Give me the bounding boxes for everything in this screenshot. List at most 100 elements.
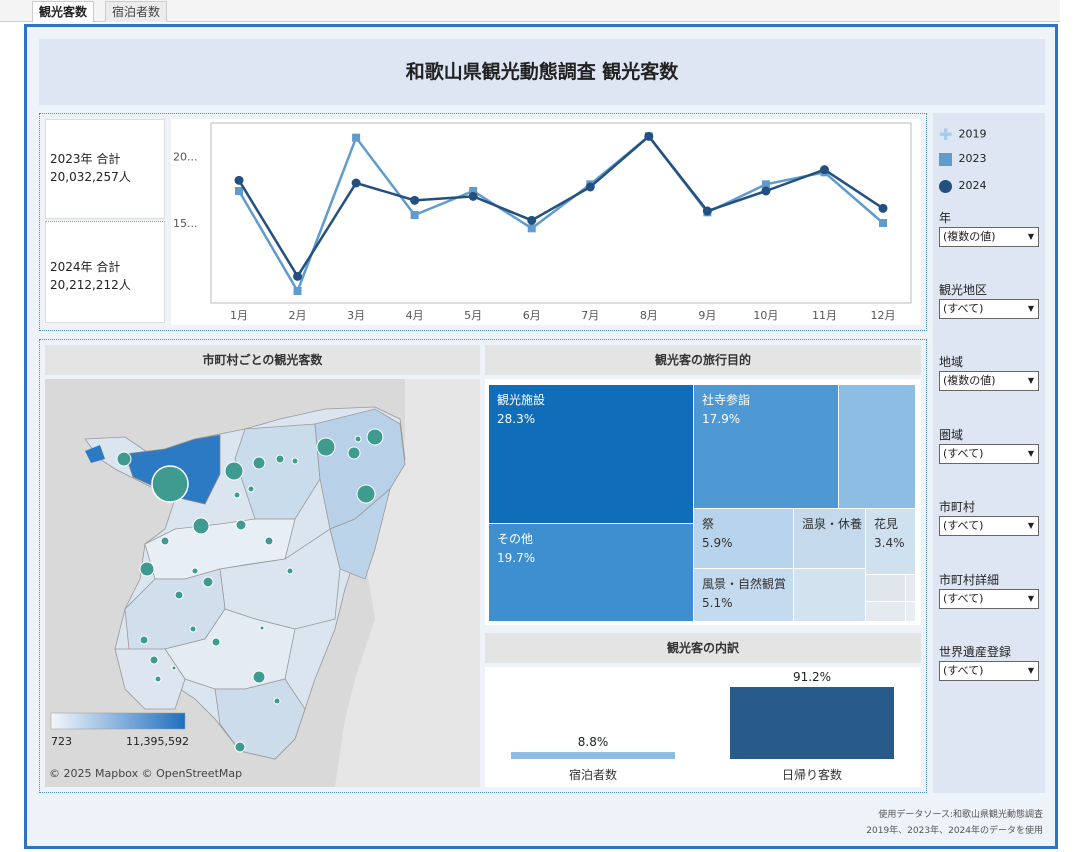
- treemap-cell-onsen[interactable]: 温泉・休養: [794, 509, 866, 569]
- filter-heritage-select[interactable]: (すべて) ▼: [939, 661, 1039, 681]
- kpi-2024-label: 2024年 合計: [50, 260, 121, 274]
- legend-2024-label: 2024: [958, 179, 987, 192]
- treemap-cell-festival[interactable]: 祭 5.9%: [694, 509, 794, 569]
- map-legend-max: 11,395,592: [126, 735, 189, 748]
- breakdown-bar-label: 日帰り客数: [782, 767, 842, 782]
- x-tick-label: 12月: [871, 309, 896, 322]
- line-chart[interactable]: 20... 15... 1月 2月 3月 4月 5月 6月 7月 8月 9月 10月 11月 12月: [171, 119, 921, 325]
- treemap-cell-scenery-pct: 5.1%: [702, 596, 733, 610]
- treemap-cell-scenery[interactable]: 風景・自然観賞 5.1%: [694, 569, 794, 622]
- legend-2023-label: 2023: [958, 152, 987, 165]
- legend-2024[interactable]: 2024: [939, 179, 987, 193]
- treemap-cell-facilities-label: 観光施設: [497, 393, 546, 407]
- filter-year-label: 年: [939, 211, 952, 225]
- filter-municipality-detail-select[interactable]: (すべて) ▼: [939, 589, 1039, 609]
- filter-panel: ✚ 2019 2023 2024 年 (複数の値) ▼ 観光地区 (すべて) ▼ 地…: [933, 113, 1045, 793]
- legend-2019[interactable]: ✚ 2019: [939, 125, 987, 144]
- filter-year-select[interactable]: (複数の値) ▼: [939, 227, 1039, 247]
- filter-area-select[interactable]: (すべて) ▼: [939, 299, 1039, 319]
- map-panel[interactable]: 723 11,395,592 © 2025 Mapbox © OpenStree…: [45, 379, 480, 787]
- point-2023: [469, 187, 478, 195]
- legend-2019-label: 2019: [958, 127, 987, 141]
- treemap-cell-other-pct: 19.7%: [497, 551, 536, 565]
- footer-years: 2019年、2023年、2024年のデータを使用: [866, 826, 1043, 836]
- point-2024: [293, 271, 303, 281]
- point-2024: [819, 165, 829, 175]
- map-legend-min: 723: [51, 735, 72, 748]
- legend-2023[interactable]: 2023: [939, 152, 987, 166]
- line-chart-panel: 20... 15... 1月 2月 3月 4月 5月 6月 7月 8月 9月 10月 11月 12月: [171, 119, 921, 325]
- filter-zone-select[interactable]: (すべて) ▼: [939, 444, 1039, 464]
- trend-section: [39, 113, 927, 331]
- treemap-cell-hanami[interactable]: 花見 3.4%: [866, 509, 916, 575]
- detail-section: [39, 339, 927, 793]
- tab-tourists[interactable]: 観光客数: [32, 1, 95, 22]
- breakdown-bar: [730, 687, 894, 759]
- point-2023: [527, 224, 536, 233]
- treemap-cell-small-3[interactable]: [906, 575, 916, 602]
- point-2024: [644, 131, 654, 141]
- treemap-panel: 観光施設 28.3% 社寺参詣 17.9% その他 19.7% 祭 5.9% 温…: [485, 379, 921, 625]
- kpi-2023-label: 2023年 合計: [50, 152, 121, 166]
- treemap-cell-facilities[interactable]: 観光施設 28.3%: [489, 385, 694, 524]
- map-bubble-large: [151, 465, 189, 503]
- filter-area-label: 観光地区: [939, 283, 988, 297]
- chevron-down-icon: ▼: [1027, 232, 1034, 241]
- treemap-cell-scenery-label: 風景・自然観賞: [702, 577, 787, 591]
- treemap-cell-other[interactable]: その他 19.7%: [489, 524, 694, 622]
- x-tick-label: 11月: [812, 309, 837, 322]
- treemap-cell-hanami-label: 花見: [874, 517, 899, 531]
- point-2024: [585, 182, 595, 192]
- point-2024: [702, 206, 712, 216]
- treemap-cell-onsen-label: 温泉・休養: [802, 517, 863, 531]
- chevron-down-icon: ▼: [1027, 449, 1034, 458]
- kpi-2023-value: 20,032,257人: [50, 170, 131, 184]
- filter-municipality-select[interactable]: (すべて) ▼: [939, 516, 1039, 536]
- treemap-cell-hanami-pct: 3.4%: [874, 536, 905, 550]
- treemap-cell-shrines-pct: 17.9%: [702, 412, 741, 426]
- point-2023: [410, 211, 419, 219]
- point-2023: [879, 219, 887, 227]
- x-tick-label: 8月: [640, 309, 658, 322]
- map-title: 市町村ごとの観光客数: [45, 345, 480, 375]
- x-tick-label: 7月: [581, 309, 599, 322]
- treemap-cell-small-5[interactable]: [906, 602, 916, 622]
- chevron-down-icon: ▼: [1027, 304, 1034, 313]
- treemap-cell-unlabeled[interactable]: [839, 385, 916, 509]
- x-tick-label: 9月: [698, 309, 716, 322]
- x-tick-label: 3月: [347, 309, 365, 322]
- treemap-cell-festival-pct: 5.9%: [702, 536, 733, 550]
- treemap-cell-small-1[interactable]: [794, 569, 866, 622]
- treemap-cell-shrines[interactable]: 社寺参詣 17.9%: [694, 385, 839, 509]
- chevron-down-icon: ▼: [1027, 376, 1034, 385]
- chevron-down-icon: ▼: [1027, 666, 1034, 675]
- treemap-title: 観光客の旅行目的: [485, 345, 921, 375]
- map-credit: © 2025 Mapbox © OpenStreetMap: [49, 767, 243, 780]
- breakdown-bar-pct: 91.2%: [793, 670, 831, 684]
- kpi-2023: 2023年 合計 20,032,257人: [45, 119, 165, 219]
- choropleth-map[interactable]: [45, 379, 480, 787]
- treemap-cell-festival-label: 祭: [702, 517, 715, 531]
- treemap-cell-small-2[interactable]: [866, 575, 906, 602]
- treemap-cell-other-label: その他: [497, 532, 534, 546]
- chevron-down-icon: ▼: [1027, 594, 1034, 603]
- title-bar: 和歌山県観光動態調査 観光客数: [39, 39, 1045, 105]
- filter-zone-label: 圏域: [939, 428, 964, 442]
- footer-source: 使用データソース:和歌山県観光動態調査: [878, 810, 1043, 820]
- filter-municipality-label: 市町村: [939, 500, 976, 514]
- tab-overnight[interactable]: 宿泊者数: [105, 1, 168, 22]
- chevron-down-icon: ▼: [1027, 521, 1034, 530]
- treemap-cell-facilities-pct: 28.3%: [497, 412, 536, 426]
- breakdown-bar-pct: 8.8%: [578, 735, 609, 749]
- breakdown-bar-label: 宿泊者数: [569, 767, 617, 782]
- x-tick-label: 10月: [753, 309, 778, 322]
- x-tick-label: 4月: [406, 309, 424, 322]
- filter-municipality-detail-label: 市町村詳細: [939, 573, 1000, 587]
- page-title: 和歌山県観光動態調査 観光客数: [405, 61, 679, 83]
- point-2024: [878, 203, 888, 213]
- square-icon: [939, 152, 952, 166]
- treemap-cell-small-4[interactable]: [866, 602, 906, 622]
- breakdown-chart[interactable]: 8.8% 宿泊者数 91.2% 日帰り客数: [485, 667, 921, 787]
- filter-region-select[interactable]: (複数の値) ▼: [939, 371, 1039, 391]
- filter-heritage-label: 世界遺産登録: [939, 645, 1012, 659]
